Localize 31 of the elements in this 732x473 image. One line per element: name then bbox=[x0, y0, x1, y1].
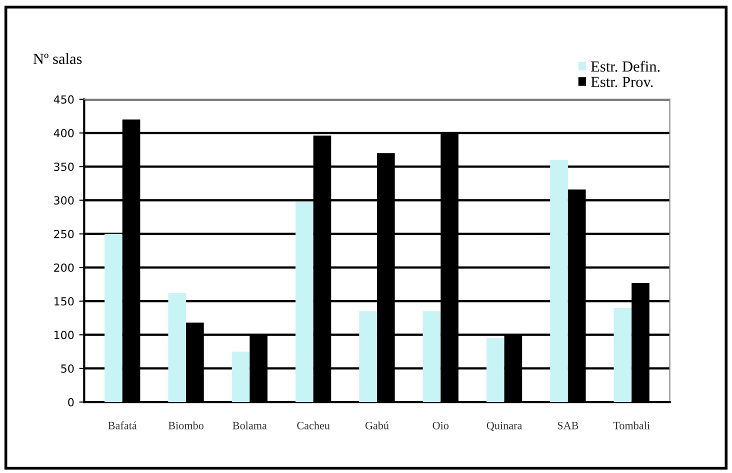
bar bbox=[359, 311, 377, 402]
bar bbox=[104, 234, 122, 402]
legend-label: Estr. Prov. bbox=[591, 76, 653, 88]
bar bbox=[614, 308, 632, 402]
y-tick-label: 150 bbox=[54, 297, 74, 306]
y-tick-label: 250 bbox=[54, 230, 74, 238]
x-tick-label: Gabú bbox=[365, 421, 389, 430]
bar bbox=[296, 202, 314, 402]
y-tick-label: 400 bbox=[54, 128, 74, 138]
y-tick-label: 200 bbox=[54, 263, 74, 272]
x-tick-label: Oio bbox=[432, 422, 449, 430]
x-tick-label: Bolama bbox=[232, 421, 267, 430]
bar bbox=[486, 338, 504, 402]
y-tick-label: 450 bbox=[54, 95, 74, 104]
bar bbox=[232, 352, 250, 402]
x-tick-label: Bafatá bbox=[108, 421, 137, 430]
y-tick-label: 300 bbox=[54, 196, 74, 205]
x-tick-label: Biombo bbox=[168, 421, 204, 430]
y-axis-title: Nº salas bbox=[33, 53, 82, 64]
x-tick-label: SAB bbox=[558, 422, 578, 430]
bar bbox=[550, 160, 568, 402]
x-tick-label: Cacheu bbox=[297, 421, 330, 430]
y-tick-label: 100 bbox=[54, 330, 74, 340]
x-tick-label: Tombali bbox=[613, 421, 650, 430]
legend-label: Estr. Defin. bbox=[591, 60, 660, 72]
y-tick-label: 0 bbox=[68, 398, 74, 406]
x-tick-label: Quinara bbox=[486, 422, 522, 432]
bar bbox=[168, 293, 186, 402]
bar bbox=[422, 311, 441, 402]
y-tick-label: 350 bbox=[54, 162, 74, 171]
y-tick-label: 50 bbox=[61, 364, 74, 373]
